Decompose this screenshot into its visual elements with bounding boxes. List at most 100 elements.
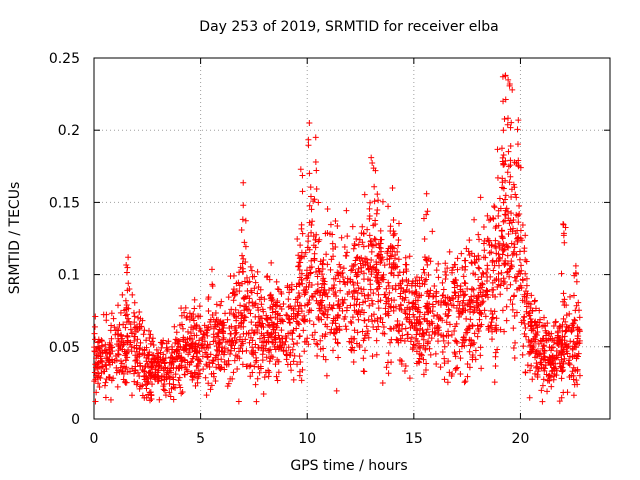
data-point <box>397 301 404 308</box>
data-point <box>137 339 144 346</box>
data-point <box>274 310 281 317</box>
data-point <box>558 342 565 349</box>
data-point <box>241 313 248 320</box>
data-point <box>161 360 168 367</box>
data-point <box>332 244 339 251</box>
data-point <box>228 323 235 330</box>
data-point <box>329 320 336 327</box>
data-point <box>282 333 289 340</box>
data-point <box>227 375 234 382</box>
data-point <box>273 278 280 285</box>
data-point <box>368 248 375 255</box>
data-point <box>185 351 192 358</box>
data-point <box>270 326 277 333</box>
data-point <box>332 289 339 296</box>
data-point <box>562 328 569 335</box>
data-point <box>532 354 539 361</box>
data-point <box>310 198 317 205</box>
data-point <box>350 282 357 289</box>
data-point <box>103 355 110 362</box>
data-point <box>360 299 367 306</box>
data-point <box>510 344 517 351</box>
data-point <box>482 313 489 320</box>
data-point <box>512 230 519 237</box>
data-point <box>450 296 457 303</box>
data-point <box>178 305 185 312</box>
data-point <box>278 290 285 297</box>
data-point <box>147 369 154 376</box>
data-point <box>108 322 115 329</box>
data-point <box>452 353 459 360</box>
data-point <box>543 332 550 339</box>
data-point <box>458 310 465 317</box>
data-point <box>305 299 312 306</box>
data-point <box>560 367 567 374</box>
data-point <box>496 195 503 202</box>
data-point <box>220 334 227 341</box>
data-point <box>156 396 163 403</box>
data-point <box>471 339 478 346</box>
data-point <box>452 290 459 297</box>
data-point <box>136 346 143 353</box>
data-point <box>233 280 240 287</box>
data-point <box>504 115 511 122</box>
data-point <box>501 246 508 253</box>
data-point <box>456 302 463 309</box>
data-point <box>343 207 350 214</box>
data-point <box>251 329 258 336</box>
data-point <box>230 297 237 304</box>
data-point <box>287 320 294 327</box>
data-point <box>91 378 98 385</box>
data-point <box>219 322 226 329</box>
data-point <box>308 229 315 236</box>
data-point <box>348 267 355 274</box>
data-point <box>397 335 404 342</box>
data-point <box>239 265 246 272</box>
data-point <box>331 281 338 288</box>
data-point <box>140 368 147 375</box>
data-point <box>241 239 248 246</box>
data-point <box>382 311 389 318</box>
data-point <box>361 317 368 324</box>
data-point <box>291 352 298 359</box>
data-point <box>313 340 320 347</box>
data-point <box>524 362 531 369</box>
data-point <box>295 308 302 315</box>
data-point <box>384 256 391 263</box>
data-point <box>184 368 191 375</box>
data-point <box>515 219 522 226</box>
data-point <box>290 310 297 317</box>
data-point <box>354 280 361 287</box>
data-point <box>341 296 348 303</box>
data-point <box>466 348 473 355</box>
data-point <box>92 364 99 371</box>
data-point <box>567 293 574 300</box>
data-point <box>299 172 306 179</box>
data-point <box>315 265 322 272</box>
data-point <box>575 299 582 306</box>
data-point <box>455 294 462 301</box>
data-point <box>233 287 240 294</box>
data-point <box>529 376 536 383</box>
data-point <box>506 82 513 89</box>
data-point <box>269 303 276 310</box>
data-point <box>303 283 310 290</box>
data-point <box>519 221 526 228</box>
data-point <box>347 302 354 309</box>
data-point <box>306 317 313 324</box>
data-point <box>374 285 381 292</box>
data-point <box>373 210 380 217</box>
data-point <box>515 157 522 164</box>
data-point <box>389 184 396 191</box>
data-point <box>176 381 183 388</box>
data-point <box>227 330 234 337</box>
data-point <box>163 376 170 383</box>
data-point <box>340 300 347 307</box>
data-point <box>137 383 144 390</box>
data-point <box>516 256 523 263</box>
data-point <box>98 369 105 376</box>
data-point <box>190 374 197 381</box>
data-point <box>202 349 209 356</box>
data-point <box>437 364 444 371</box>
data-point <box>208 382 215 389</box>
